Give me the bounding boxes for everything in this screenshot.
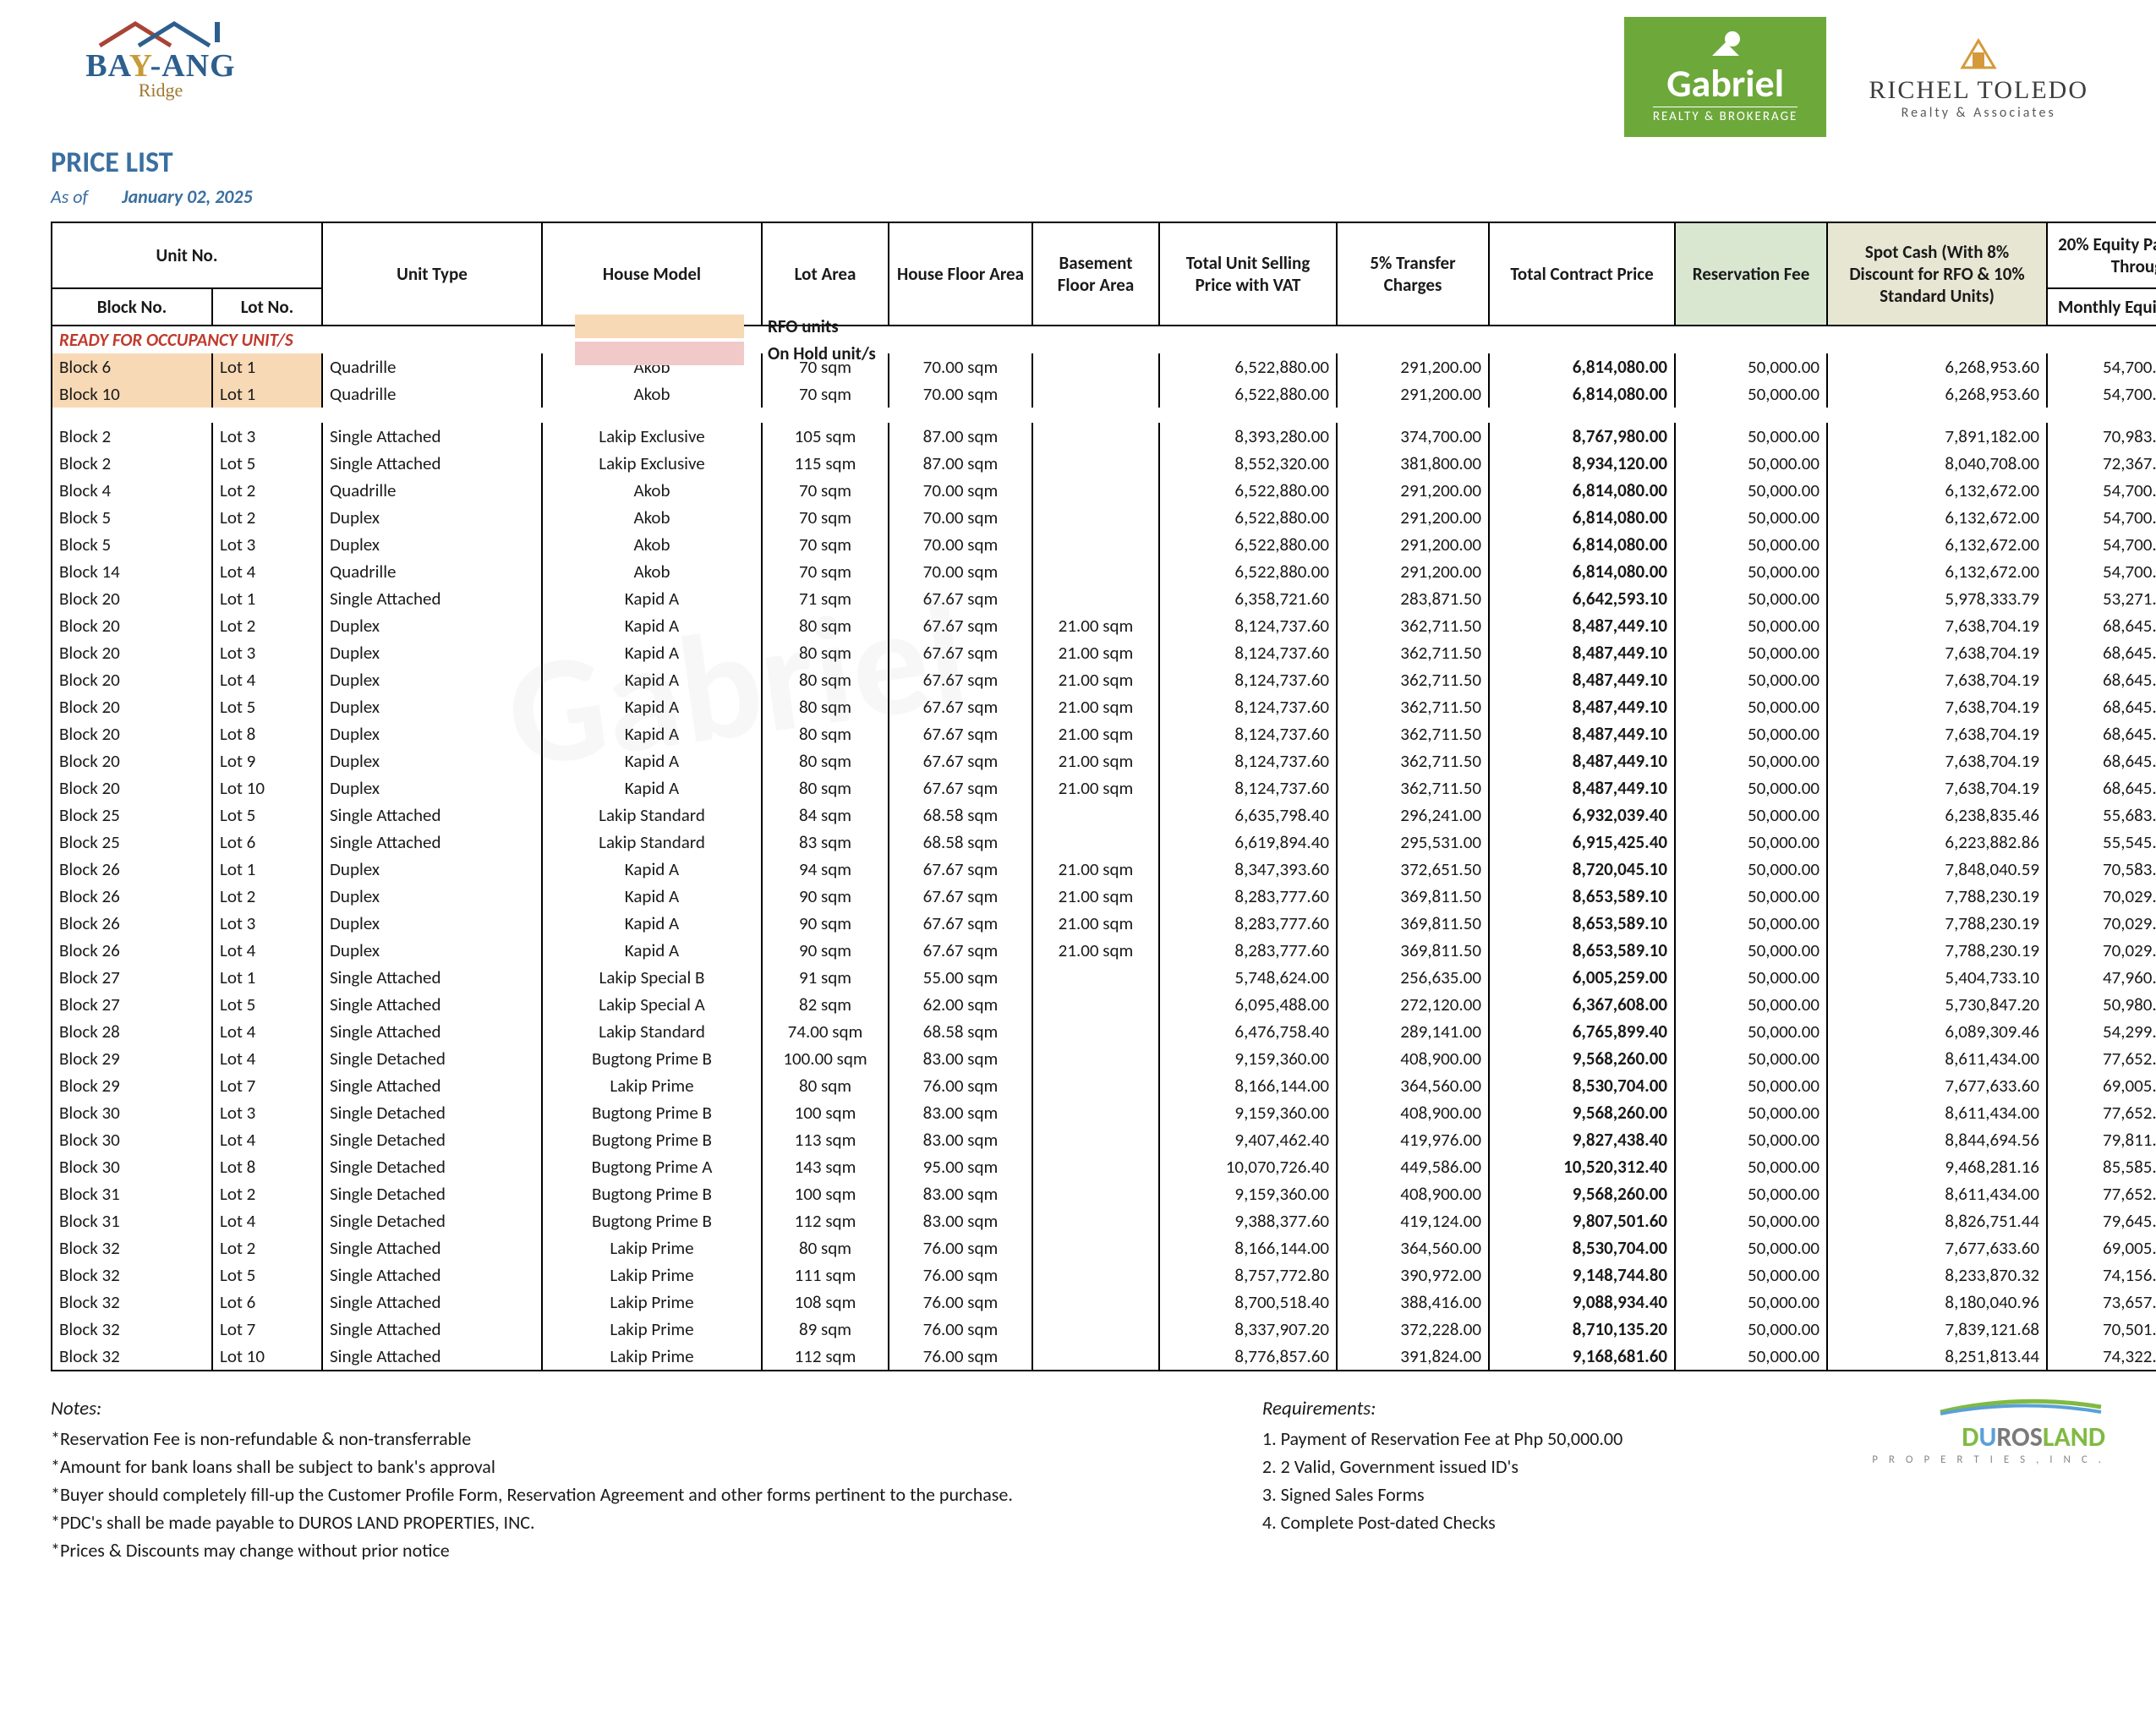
table-row: Block 10 Lot 1 QuadrilleAkob 70 sqm70.00… bbox=[52, 380, 2156, 408]
price-table: Unit No. Unit Type House Model Lot Area … bbox=[51, 222, 2156, 1371]
req-item: 1. Payment of Reservation Fee at Php 50,… bbox=[1262, 1427, 1622, 1450]
req-item: 4. Complete Post-dated Checks bbox=[1262, 1511, 1622, 1534]
table-row: Block 32 Lot 10 Single AttachedLakip Pri… bbox=[52, 1343, 2156, 1371]
table-row: Block 20 Lot 2 DuplexKapid A 80 sqm67.67… bbox=[52, 612, 2156, 639]
table-row: Block 29 Lot 4 Single DetachedBugtong Pr… bbox=[52, 1045, 2156, 1072]
note-item: *Prices & Discounts may change without p… bbox=[51, 1539, 1013, 1562]
richel-logo: RICHEL TOLEDO Realty & Associates bbox=[1852, 25, 2105, 129]
section-header: READY FOR OCCUPANCY UNIT/S bbox=[52, 326, 2156, 353]
table-row: Block 5 Lot 3 DuplexAkob 70 sqm70.00 sqm… bbox=[52, 531, 2156, 558]
table-row: Block 32 Lot 6 Single AttachedLakip Prim… bbox=[52, 1289, 2156, 1316]
table-row: Block 32 Lot 5 Single AttachedLakip Prim… bbox=[52, 1262, 2156, 1289]
col-unitno: Unit No. bbox=[52, 222, 322, 288]
table-row: Block 4 Lot 2 QuadrilleAkob 70 sqm70.00 … bbox=[52, 477, 2156, 504]
table-row: Block 20 Lot 8 DuplexKapid A 80 sqm67.67… bbox=[52, 720, 2156, 747]
table-row: Block 25 Lot 6 Single AttachedLakip Stan… bbox=[52, 829, 2156, 856]
col-bfa: Basement Floor Area bbox=[1032, 222, 1159, 326]
duros-swoosh-icon bbox=[1936, 1397, 2105, 1415]
table-row: Block 26 Lot 2 DuplexKapid A 90 sqm67.67… bbox=[52, 883, 2156, 910]
table-row: Block 30 Lot 8 Single DetachedBugtong Pr… bbox=[52, 1153, 2156, 1180]
note-item: *Amount for bank loans shall be subject … bbox=[51, 1455, 1013, 1478]
table-row: Block 30 Lot 4 Single DetachedBugtong Pr… bbox=[52, 1126, 2156, 1153]
page-title: PRICE LIST bbox=[51, 145, 2105, 180]
table-row: Block 31 Lot 2 Single DetachedBugtong Pr… bbox=[52, 1180, 2156, 1207]
spacer-row bbox=[52, 408, 2156, 423]
table-row: Block 29 Lot 7 Single AttachedLakip Prim… bbox=[52, 1072, 2156, 1099]
note-item: *PDC's shall be made payable to DUROS LA… bbox=[51, 1511, 1013, 1534]
col-spot: Spot Cash (With 8% Discount for RFO & 10… bbox=[1827, 222, 2047, 326]
col-lot: Lot No. bbox=[212, 288, 322, 326]
req-item: 3. Signed Sales Forms bbox=[1262, 1483, 1622, 1506]
table-row: Block 20 Lot 1 Single AttachedKapid A 71… bbox=[52, 585, 2156, 612]
col-block: Block No. bbox=[52, 288, 212, 326]
table-row: Block 26 Lot 1 DuplexKapid A 94 sqm67.67… bbox=[52, 856, 2156, 883]
col-tc: 5% Transfer Charges bbox=[1337, 222, 1489, 326]
table-row: Block 20 Lot 4 DuplexKapid A 80 sqm67.67… bbox=[52, 666, 2156, 693]
table-row: Block 28 Lot 4 Single AttachedLakip Stan… bbox=[52, 1018, 2156, 1045]
table-row: Block 20 Lot 9 DuplexKapid A 80 sqm67.67… bbox=[52, 747, 2156, 774]
header: BAY-ANG Ridge Gabriel REALTY & BROKERAGE… bbox=[51, 17, 2105, 137]
table-row: Block 20 Lot 10 DuplexKapid A 80 sqm67.6… bbox=[52, 774, 2156, 802]
legend: RFO units On Hold unit/s bbox=[575, 315, 876, 369]
col-lotarea: Lot Area bbox=[762, 222, 889, 326]
table-row: Block 20 Lot 5 DuplexKapid A 80 sqm67.67… bbox=[52, 693, 2156, 720]
house-leaf-icon bbox=[1707, 30, 1744, 57]
col-sp: Total Unit Selling Price with VAT bbox=[1159, 222, 1337, 326]
building-icon bbox=[1957, 34, 2000, 71]
table-row: Block 25 Lot 5 Single AttachedLakip Stan… bbox=[52, 802, 2156, 829]
note-item: *Reservation Fee is non-refundable & non… bbox=[51, 1427, 1013, 1450]
table-row: Block 26 Lot 4 DuplexKapid A 90 sqm67.67… bbox=[52, 937, 2156, 964]
ridge-text: Ridge bbox=[139, 79, 183, 101]
table-row: Block 14 Lot 4 QuadrilleAkob 70 sqm70.00… bbox=[52, 558, 2156, 585]
col-tcp: Total Contract Price bbox=[1489, 222, 1675, 326]
table-row: Block 2 Lot 3 Single AttachedLakip Exclu… bbox=[52, 423, 2156, 450]
rfo-swatch bbox=[575, 315, 744, 338]
col-equity-group: 20% Equity Payable in 24 months, 80% Thr… bbox=[2047, 222, 2156, 288]
notes: Notes: *Reservation Fee is non-refundabl… bbox=[51, 1397, 1013, 1567]
table-row: Block 20 Lot 3 DuplexKapid A 80 sqm67.67… bbox=[52, 639, 2156, 666]
col-hfa: House Floor Area bbox=[889, 222, 1032, 326]
requirements: Requirements: 1. Payment of Reservation … bbox=[1262, 1397, 1622, 1567]
duros-logo: DUROSLAND P R O P E R T I E S , I N C . bbox=[1872, 1397, 2105, 1567]
table-row: Block 27 Lot 1 Single AttachedLakip Spec… bbox=[52, 964, 2156, 991]
roof-icon bbox=[93, 17, 228, 47]
note-item: *Buyer should completely fill-up the Cus… bbox=[51, 1483, 1013, 1506]
footer: Notes: *Reservation Fee is non-refundabl… bbox=[51, 1397, 2105, 1567]
table-row: Block 31 Lot 4 Single DetachedBugtong Pr… bbox=[52, 1207, 2156, 1234]
table-row: Block 26 Lot 3 DuplexKapid A 90 sqm67.67… bbox=[52, 910, 2156, 937]
hold-swatch bbox=[575, 342, 744, 365]
col-type: Unit Type bbox=[322, 222, 542, 326]
table-row: Block 32 Lot 2 Single AttachedLakip Prim… bbox=[52, 1234, 2156, 1262]
table-row: Block 6 Lot 1 QuadrilleAkob 70 sqm70.00 … bbox=[52, 353, 2156, 380]
table-row: Block 30 Lot 3 Single DetachedBugtong Pr… bbox=[52, 1099, 2156, 1126]
req-item: 2. 2 Valid, Government issued ID's bbox=[1262, 1455, 1622, 1478]
header-row-1: Unit No. Unit Type House Model Lot Area … bbox=[52, 222, 2156, 288]
bayang-logo: BAY-ANG Ridge bbox=[51, 17, 271, 101]
table-row: Block 27 Lot 5 Single AttachedLakip Spec… bbox=[52, 991, 2156, 1018]
col-model: House Model bbox=[542, 222, 762, 326]
col-me: Monthly Equity bbox=[2047, 288, 2156, 326]
table-row: Block 2 Lot 5 Single AttachedLakip Exclu… bbox=[52, 450, 2156, 477]
col-rf: Reservation Fee bbox=[1675, 222, 1827, 326]
table-row: Block 32 Lot 7 Single AttachedLakip Prim… bbox=[52, 1316, 2156, 1343]
table-row: Block 5 Lot 2 DuplexAkob 70 sqm70.00 sqm… bbox=[52, 504, 2156, 531]
gabriel-logo: Gabriel REALTY & BROKERAGE bbox=[1624, 17, 1827, 137]
as-of: As ofJanuary 02, 2025 bbox=[51, 185, 2105, 208]
